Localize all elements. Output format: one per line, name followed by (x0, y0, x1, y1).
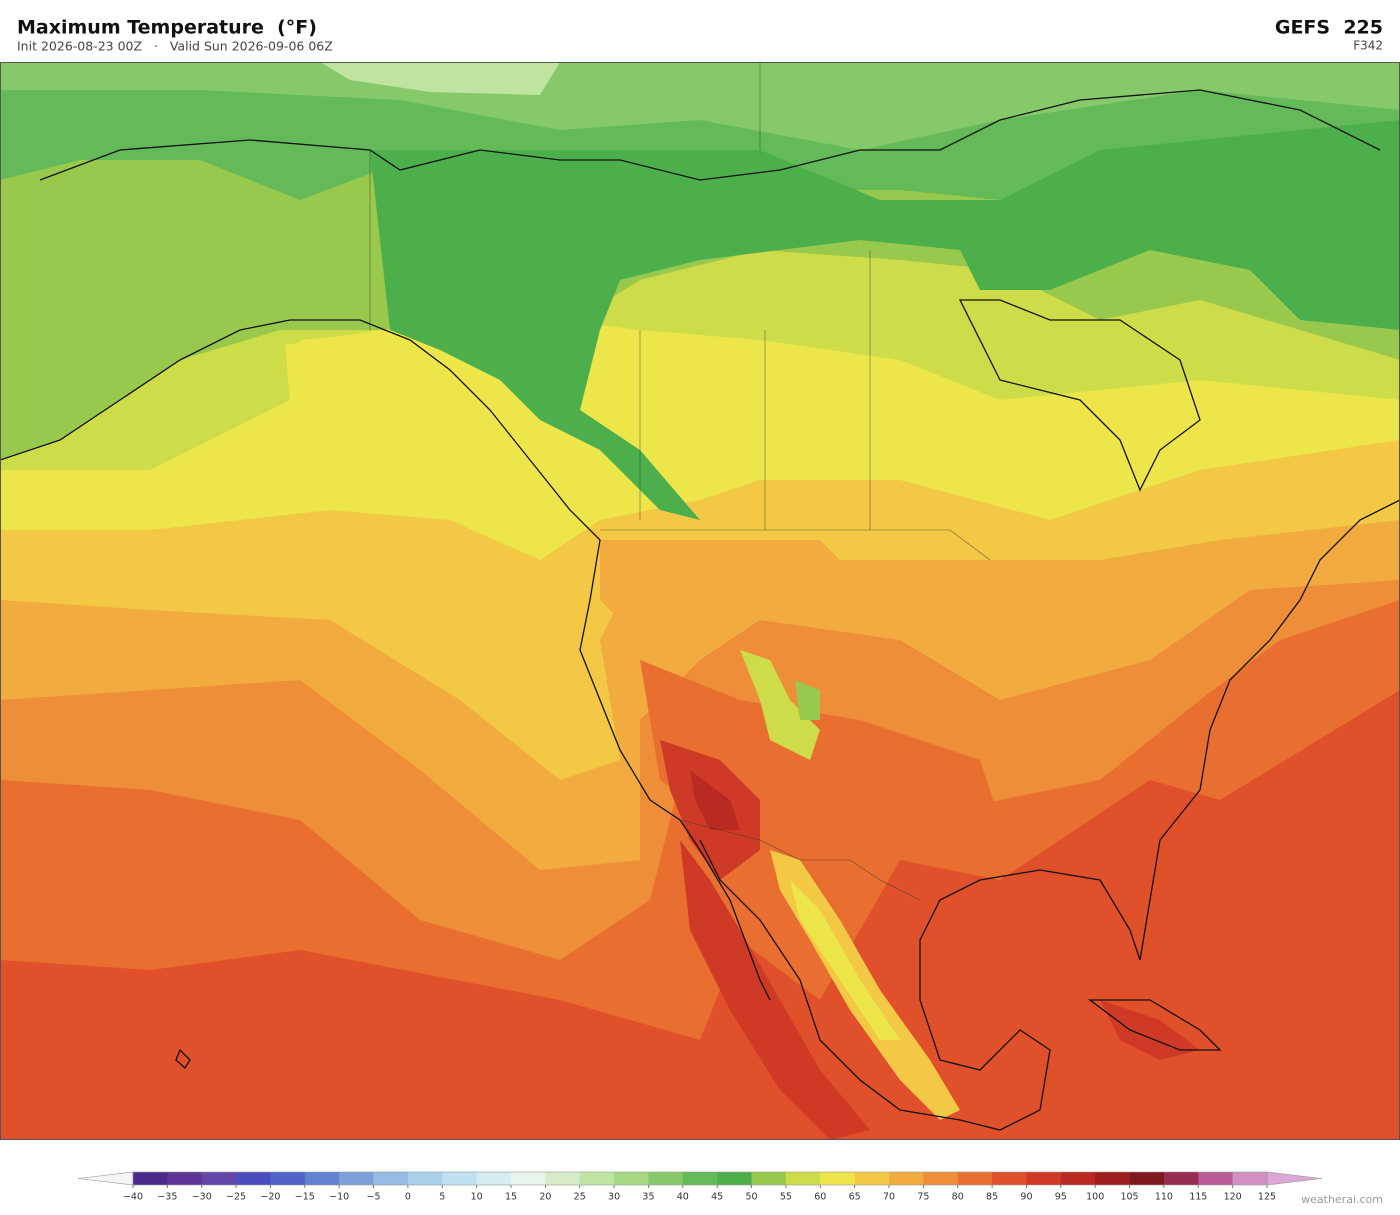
colorbar-segment (1026, 1172, 1062, 1185)
temperature-map (0, 62, 1400, 1140)
colorbar-tick-label: 55 (780, 1192, 792, 1203)
colorbar-tick-label: 110 (1155, 1192, 1173, 1203)
colorbar-segment (614, 1172, 649, 1185)
colorbar-segment (992, 1172, 1027, 1185)
colorbar-tick-label: −20 (260, 1192, 280, 1203)
colorbar-segment (579, 1172, 615, 1185)
colorbar-tick-label: 120 (1224, 1192, 1242, 1203)
colorbar-tick-label: 95 (1055, 1192, 1067, 1203)
watermark: weatherai.com (1301, 1193, 1383, 1206)
colorbar-tick-label: 10 (471, 1192, 483, 1203)
colorbar-tick-label: 45 (711, 1192, 723, 1203)
colorbar-segment (957, 1172, 993, 1185)
colorbar-segment (682, 1172, 718, 1185)
colorbar-tick-label: 85 (986, 1192, 998, 1203)
colorbar-frame (132, 1171, 1268, 1186)
colorbar-tick-label: −40 (123, 1192, 143, 1203)
colorbar-tick-label: 80 (952, 1192, 964, 1203)
colorbar: −40 −35 −30 −25 −20 −15 −10 −5 0 5 10 15 20 25 30 35 40 4… (77, 1171, 1323, 1203)
colorbar-tick-label: 40 (677, 1192, 689, 1203)
colorbar-segment (304, 1172, 340, 1185)
colorbar-tick-label: 60 (814, 1192, 826, 1203)
colorbar-segment (270, 1172, 306, 1185)
colorbar-segment (751, 1172, 787, 1185)
colorbar-tick-label: −10 (329, 1192, 349, 1203)
colorbar-tick-label: 20 (539, 1192, 551, 1203)
colorbar-tick-label: −15 (295, 1192, 315, 1203)
colorbar-segment (373, 1172, 409, 1185)
colorbar-tick-label: 0 (405, 1192, 411, 1203)
colorbar-segment (1232, 1172, 1268, 1185)
colorbar-segment (1129, 1172, 1165, 1185)
colorbar-tick-label: −35 (157, 1192, 177, 1203)
colorbar-segment (339, 1172, 374, 1185)
colorbar-tick-label: 50 (745, 1192, 757, 1203)
colorbar-segment (820, 1172, 855, 1185)
colorbar-tick-label: 30 (608, 1192, 620, 1203)
colorbar-tick-label: 115 (1189, 1192, 1207, 1203)
forecast-hour: F342 (1353, 39, 1383, 53)
colorbar-segment (1163, 1172, 1199, 1185)
colorbar-tick-label: 5 (439, 1192, 445, 1203)
colorbar-segment (1198, 1172, 1233, 1185)
colorbar-segment (545, 1172, 581, 1185)
colorbar-tick-label: −25 (226, 1192, 246, 1203)
colorbar-segment (1095, 1172, 1130, 1185)
colorbar-segment (167, 1172, 203, 1185)
colorbar-segment (407, 1172, 443, 1185)
colorbar-segment (511, 1172, 546, 1185)
colorbar-under (77, 1171, 134, 1186)
colorbar-segment (717, 1172, 752, 1185)
colorbar-segment (889, 1172, 924, 1185)
colorbar-over (1266, 1171, 1323, 1186)
colorbar-tick-label: 100 (1086, 1192, 1104, 1203)
colorbar-segment (236, 1172, 271, 1185)
colorbar-segment (201, 1172, 237, 1185)
colorbar-segment (442, 1172, 477, 1185)
colorbar-tick-label: 15 (505, 1192, 517, 1203)
model-label: GEFS 225 (1275, 17, 1383, 39)
colorbar-tick-label: 105 (1120, 1192, 1138, 1203)
colorbar-segment (1060, 1172, 1096, 1185)
colorbar-tick-label: −30 (192, 1192, 212, 1203)
colorbar-segment (854, 1172, 890, 1185)
colorbar-tick-label: −5 (367, 1192, 381, 1203)
colorbar-tick-label: 35 (642, 1192, 654, 1203)
map-title: Maximum Temperature (°F) (17, 17, 317, 39)
colorbar-tick-label: 125 (1258, 1192, 1276, 1203)
colorbar-tick-label: 90 (1020, 1192, 1032, 1203)
colorbar-tick-label: 75 (917, 1192, 929, 1203)
colorbar-tick-label: 70 (883, 1192, 895, 1203)
map-subtitle: Init 2026-08-23 00Z · Valid Sun 2026-09-… (17, 39, 333, 54)
colorbar-segment (923, 1172, 959, 1185)
colorbar-segment (133, 1172, 168, 1185)
colorbar-tick-label: 25 (574, 1192, 586, 1203)
colorbar-segment (785, 1172, 821, 1185)
colorbar-tick-label: 65 (849, 1192, 861, 1203)
colorbar-segment (476, 1172, 512, 1185)
colorbar-segment (648, 1172, 684, 1185)
